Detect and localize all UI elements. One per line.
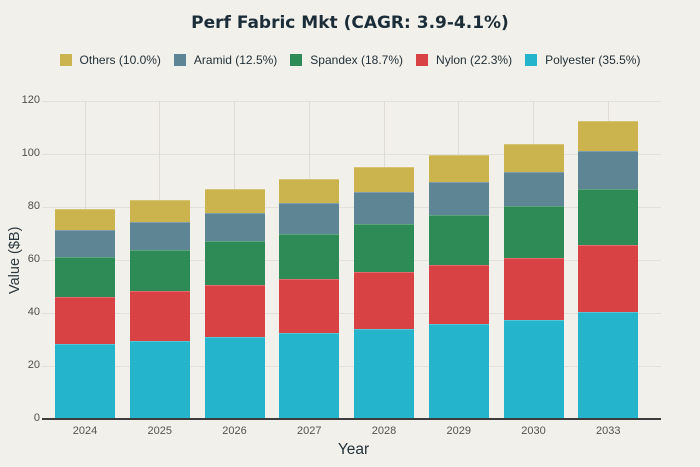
gridline-h-40 bbox=[42, 312, 661, 314]
legend-item-aramid: Aramid (12.5%) bbox=[173, 53, 278, 67]
x-axis-line bbox=[42, 418, 661, 420]
bar-segment-aramid-2027 bbox=[279, 203, 340, 234]
bar-segment-aramid-2025 bbox=[129, 222, 190, 250]
bar-segment-spandex-2033 bbox=[578, 189, 639, 246]
x-tick-2024: 2024 bbox=[72, 425, 98, 437]
bar-segment-aramid-2026 bbox=[204, 212, 265, 242]
y-tick-60: 60 bbox=[27, 253, 40, 265]
bar-2026 bbox=[204, 189, 265, 419]
bar-segment-others-2033 bbox=[578, 121, 639, 152]
bar-segment-polyester-2033 bbox=[578, 312, 639, 419]
bar-segment-polyester-2025 bbox=[129, 340, 190, 419]
legend-item-others: Others (10.0%) bbox=[59, 53, 161, 67]
y-axis-tick-labels: 0 20 40 60 80 100 120 bbox=[0, 94, 40, 424]
bar-segment-aramid-2024 bbox=[55, 230, 115, 257]
legend-swatch-others bbox=[59, 54, 72, 66]
plot-area bbox=[42, 100, 661, 420]
legend-swatch-polyester bbox=[525, 54, 538, 66]
legend-label: Polyester (35.5%) bbox=[545, 53, 641, 67]
bar-segment-polyester-2030 bbox=[503, 320, 564, 419]
bar-segment-others-2026 bbox=[204, 189, 265, 213]
legend-label: Nylon (22.3%) bbox=[436, 53, 513, 67]
bar-segment-nylon-2026 bbox=[204, 284, 265, 337]
bar-segment-aramid-2033 bbox=[578, 151, 639, 190]
legend-label: Others (10.0%) bbox=[79, 53, 161, 67]
legend-label: Spandex (18.7%) bbox=[310, 53, 404, 67]
chart-title: Perf Fabric Mkt (CAGR: 3.9-4.1%) bbox=[191, 13, 509, 33]
bar-2025 bbox=[129, 200, 190, 419]
y-tick-120: 120 bbox=[21, 94, 40, 106]
bar-segment-others-2025 bbox=[129, 200, 190, 223]
bar-2030 bbox=[503, 143, 564, 419]
gridline-h-120 bbox=[42, 100, 661, 102]
y-tick-80: 80 bbox=[27, 200, 40, 212]
bar-segment-nylon-2027 bbox=[279, 278, 340, 333]
bar-2033 bbox=[578, 121, 639, 419]
bar-segment-polyester-2024 bbox=[55, 343, 115, 419]
legend-swatch-aramid bbox=[173, 54, 186, 66]
bar-segment-aramid-2028 bbox=[354, 192, 414, 225]
bar-segment-spandex-2029 bbox=[428, 215, 489, 266]
gridline-h-80 bbox=[42, 206, 661, 208]
bar-segment-nylon-2030 bbox=[503, 258, 564, 321]
legend-label: Aramid (12.5%) bbox=[193, 53, 278, 67]
bar-segment-polyester-2026 bbox=[204, 336, 265, 419]
bar-2028 bbox=[354, 167, 414, 419]
x-axis-tick-labels: 2024 2025 2026 2027 2028 2029 2030 2033 bbox=[46, 425, 661, 440]
legend: Others (10.0%) Aramid (12.5%) Spandex (18.… bbox=[0, 53, 700, 67]
x-tick-2026: 2026 bbox=[222, 425, 247, 437]
bar-segment-spandex-2030 bbox=[503, 206, 564, 259]
legend-swatch-spandex bbox=[290, 54, 303, 66]
bar-segment-others-2024 bbox=[55, 209, 115, 231]
x-axis-title: Year bbox=[337, 441, 370, 458]
bar-segment-spandex-2028 bbox=[354, 224, 414, 272]
bar-2027 bbox=[279, 178, 340, 419]
x-tick-2033: 2033 bbox=[596, 425, 621, 437]
y-tick-40: 40 bbox=[27, 306, 40, 318]
bar-segment-nylon-2033 bbox=[578, 245, 639, 313]
bar-2029 bbox=[428, 155, 489, 419]
bar-segment-polyester-2027 bbox=[279, 332, 340, 419]
bar-segment-others-2029 bbox=[428, 155, 489, 182]
bar-segment-spandex-2024 bbox=[55, 256, 115, 297]
gridline-h-20 bbox=[42, 365, 661, 367]
bar-segment-nylon-2024 bbox=[55, 296, 115, 344]
bar-2024 bbox=[55, 209, 115, 419]
bar-segment-aramid-2030 bbox=[503, 171, 564, 207]
gridline-h-60 bbox=[42, 259, 661, 261]
bar-segment-spandex-2027 bbox=[279, 233, 340, 279]
bar-segment-others-2030 bbox=[503, 143, 564, 172]
bar-segment-polyester-2029 bbox=[428, 324, 489, 419]
bar-segment-spandex-2026 bbox=[204, 241, 265, 285]
bar-segment-nylon-2028 bbox=[354, 271, 414, 329]
y-tick-20: 20 bbox=[27, 359, 40, 371]
legend-item-polyester: Polyester (35.5%) bbox=[525, 53, 640, 67]
x-tick-2025: 2025 bbox=[147, 425, 172, 437]
bar-segment-spandex-2025 bbox=[129, 249, 190, 292]
legend-swatch-nylon bbox=[416, 54, 429, 66]
bar-segment-nylon-2029 bbox=[428, 265, 489, 325]
y-tick-0: 0 bbox=[33, 412, 40, 424]
y-tick-100: 100 bbox=[21, 147, 40, 159]
bar-segment-others-2028 bbox=[354, 167, 414, 193]
legend-item-nylon: Nylon (22.3%) bbox=[416, 53, 512, 67]
bar-segment-aramid-2029 bbox=[428, 181, 489, 216]
x-tick-2030: 2030 bbox=[521, 425, 546, 437]
x-tick-2027: 2027 bbox=[297, 425, 322, 437]
bar-segment-others-2027 bbox=[279, 178, 340, 204]
legend-item-spandex: Spandex (18.7%) bbox=[290, 53, 403, 67]
bar-segment-nylon-2025 bbox=[129, 291, 190, 341]
bar-segment-polyester-2028 bbox=[354, 328, 414, 419]
gridline-h-100 bbox=[42, 153, 661, 155]
x-tick-2029: 2029 bbox=[446, 425, 471, 437]
x-tick-2028: 2028 bbox=[371, 425, 397, 437]
